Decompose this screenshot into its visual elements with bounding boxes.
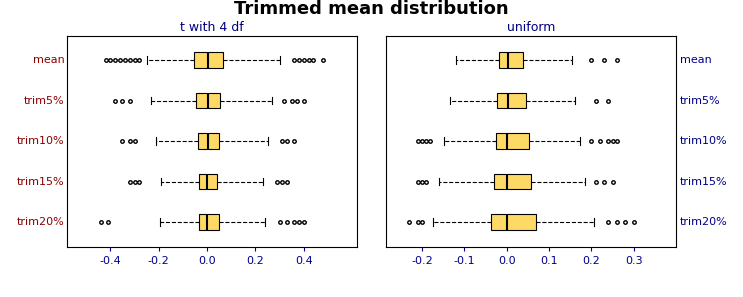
Text: trim5%: trim5% <box>680 96 720 105</box>
Text: trim10%: trim10% <box>680 136 727 146</box>
Text: mean: mean <box>680 55 711 65</box>
Text: mean: mean <box>33 55 65 65</box>
PathPatch shape <box>198 133 218 149</box>
PathPatch shape <box>199 174 218 189</box>
Text: Trimmed mean distribution: Trimmed mean distribution <box>234 0 509 18</box>
Text: trim15%: trim15% <box>17 177 65 187</box>
PathPatch shape <box>494 174 531 189</box>
Text: trim20%: trim20% <box>680 217 727 227</box>
PathPatch shape <box>496 133 529 149</box>
PathPatch shape <box>497 93 526 108</box>
PathPatch shape <box>499 52 523 68</box>
PathPatch shape <box>196 93 221 108</box>
PathPatch shape <box>199 214 218 230</box>
Text: trim20%: trim20% <box>16 217 65 227</box>
PathPatch shape <box>491 214 536 230</box>
Text: trim10%: trim10% <box>17 136 65 146</box>
Title: uniform: uniform <box>507 21 555 34</box>
Title: t with 4 df: t with 4 df <box>180 21 244 34</box>
Text: trim5%: trim5% <box>24 96 65 105</box>
Text: trim15%: trim15% <box>680 177 727 187</box>
PathPatch shape <box>194 52 223 68</box>
